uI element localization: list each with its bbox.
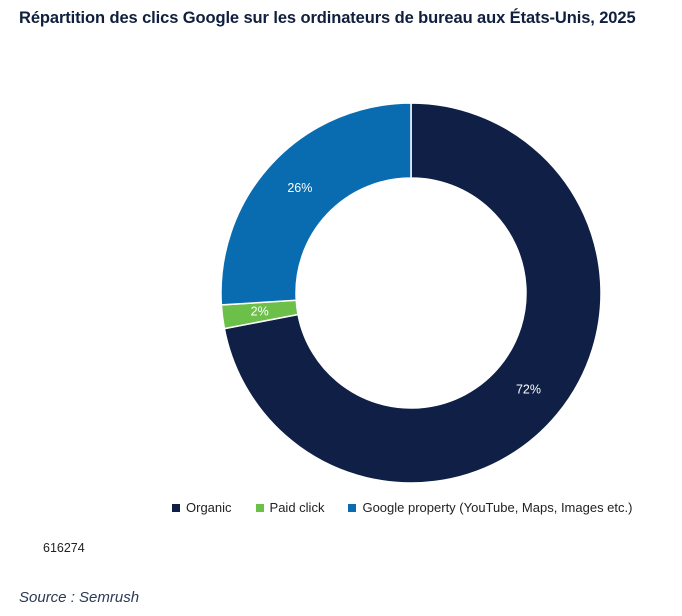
legend-label-google-property: Google property (YouTube, Maps, Images e…: [362, 500, 633, 515]
chart-legend: Organic Paid click Google property (YouT…: [172, 500, 632, 515]
slice-google-property: [220, 102, 412, 306]
legend-swatch-organic: [172, 503, 180, 512]
slice-label-organic: 72%: [516, 383, 541, 397]
slice-label-google-property: 26%: [287, 181, 312, 195]
legend-swatch-paid-click: [255, 503, 264, 512]
source-note: Source : Semrush: [19, 589, 140, 606]
legend-swatch-google-property: [348, 503, 357, 512]
legend-item-google-property: Google property (YouTube, Maps, Images e…: [348, 500, 632, 515]
donut-slice-labels: 72% 2% 26%: [251, 181, 541, 397]
slice-organic: [223, 102, 602, 484]
legend-item-organic: Organic: [172, 500, 232, 515]
chart-title: Répartition des clics Google sur les ord…: [19, 9, 636, 27]
legend-item-paid-click: Paid click: [255, 500, 325, 515]
legend-label-organic: Organic: [186, 500, 232, 515]
slice-label-paid-click: 2%: [251, 304, 269, 318]
donut-slices: [220, 102, 602, 484]
chart-id: 616274: [43, 541, 85, 555]
legend-label-paid-click: Paid click: [269, 500, 325, 515]
